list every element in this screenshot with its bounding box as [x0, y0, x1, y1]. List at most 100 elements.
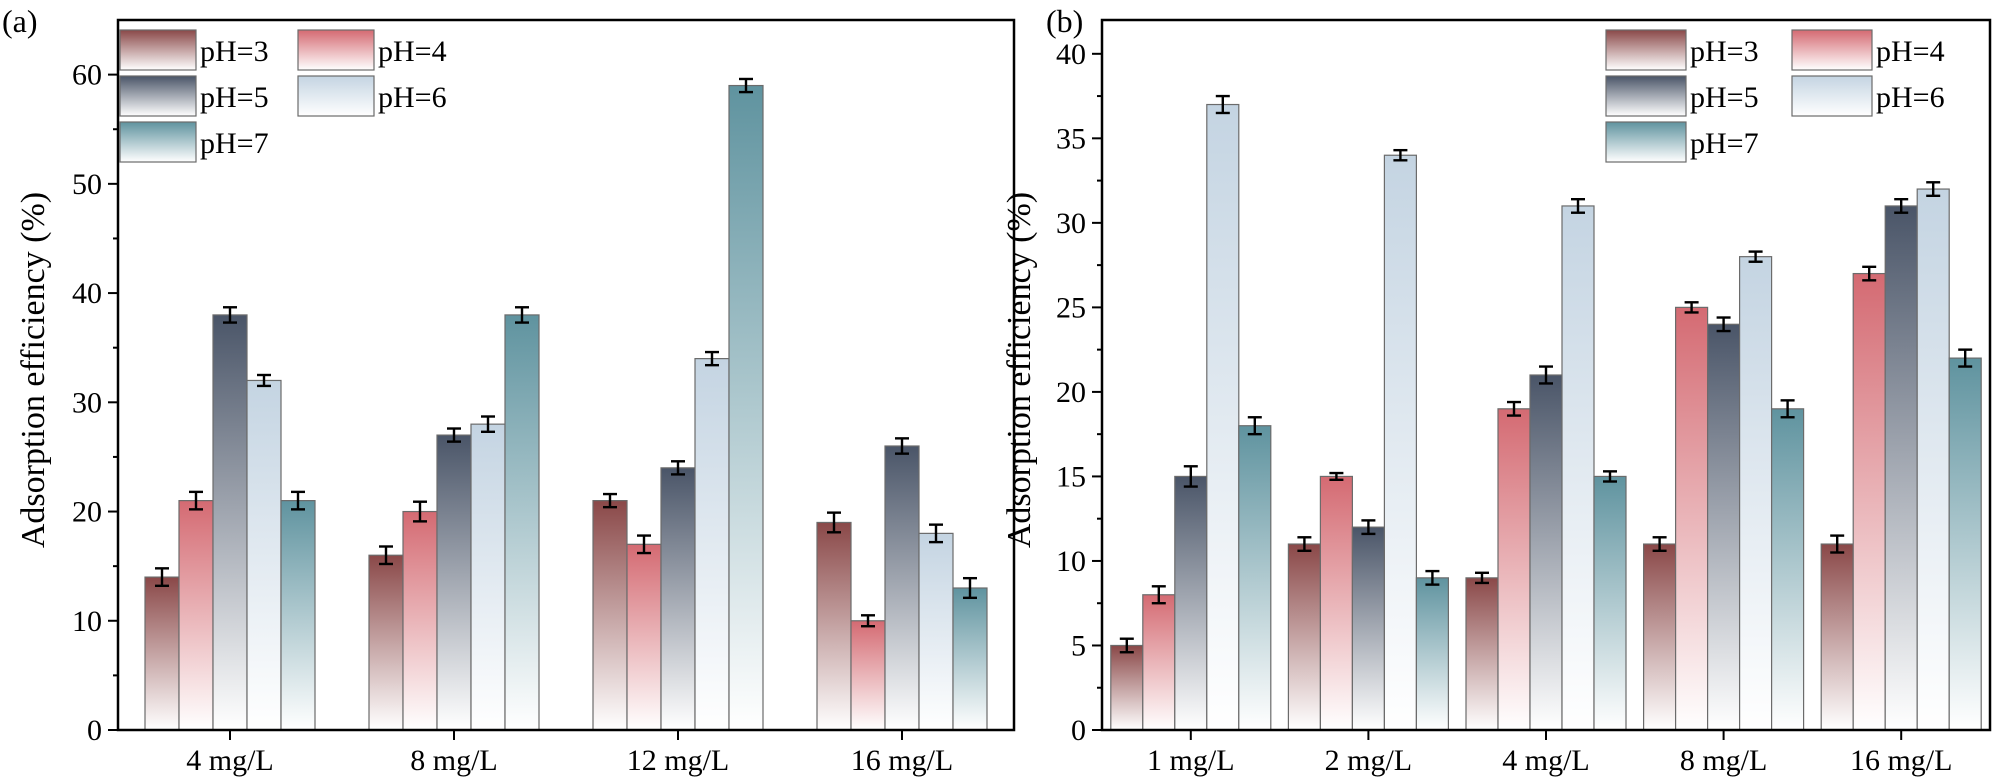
error-bar: [379, 545, 393, 566]
x-tick-label: 16 mg/L: [1850, 744, 1953, 777]
bar-b-pH5-8mgL: [1706, 323, 1741, 731]
error-bar: [861, 614, 875, 628]
error-bar: [671, 460, 685, 476]
error-bar: [1652, 536, 1667, 553]
panel-label-a: (a): [2, 3, 38, 39]
error-bar: [223, 306, 237, 324]
bar-a-pH5-16mgL: [884, 445, 920, 731]
error-bar: [413, 500, 427, 523]
bar-a-pH3-4mgL: [144, 576, 180, 731]
x-tick-label: 8 mg/L: [410, 744, 498, 777]
bar-b-pH6-16mgL: [1916, 188, 1950, 731]
bar-a-pH7-4mgL: [280, 500, 316, 731]
x-tick-label: 12 mg/L: [627, 744, 730, 777]
legend-swatch-a-pH4: [297, 29, 375, 71]
y-tick-label: 20: [72, 496, 102, 529]
plot-frame-a: [116, 18, 1016, 732]
error-bar: [1183, 465, 1198, 488]
bar-b-pH6-8mgL: [1738, 256, 1773, 731]
y-tick-label: 50: [72, 168, 102, 201]
plot-frame-b: [1100, 18, 1992, 732]
error-bar: [1247, 416, 1262, 436]
bar-a-pH6-8mgL: [470, 423, 506, 731]
bar-a-pH3-8mgL: [368, 554, 404, 731]
error-bar: [1539, 365, 1553, 385]
error-bar: [1603, 470, 1617, 483]
error-bar: [1780, 399, 1795, 419]
y-tick-label: 40: [72, 277, 102, 310]
error-bar: [1151, 585, 1166, 605]
bar-a-pH7-12mgL: [728, 84, 764, 731]
bar-b-pH6-2mgL: [1383, 154, 1418, 731]
error-bar: [1830, 534, 1845, 554]
error-bar: [1862, 265, 1877, 282]
legend-swatch-a-pH6: [297, 75, 375, 117]
error-bar: [705, 350, 719, 367]
error-bar: [447, 427, 461, 443]
legend-label-a-pH5: pH=5: [200, 81, 269, 114]
chart-panel-a: (a) Adsorption efficiency (%) 0 10 20 30 40 5…: [2, 3, 1016, 777]
bar-a-pH6-16mgL: [918, 532, 954, 731]
x-tick-label: 2 mg/L: [1325, 744, 1413, 777]
error-bar: [291, 490, 305, 511]
bar-b-pH6-4mgL: [1561, 205, 1595, 731]
x-tick-label: 4 mg/L: [1502, 744, 1590, 777]
error-bar: [637, 534, 651, 555]
y-tick-label: 20: [1056, 376, 1086, 409]
legend-swatch-a-pH3: [119, 29, 197, 71]
bar-b-pH7-4mgL: [1593, 475, 1627, 731]
legend-swatch-b-pH3: [1605, 29, 1687, 71]
bar-b-pH4-16mgL: [1852, 272, 1886, 731]
bar-b-pH4-1mgL: [1142, 594, 1176, 731]
legend-swatch-b-pH4: [1791, 29, 1873, 71]
bar-b-pH4-4mgL: [1497, 408, 1531, 731]
bar-a-pH7-8mgL: [504, 314, 540, 731]
bar-b-pH5-16mgL: [1884, 205, 1918, 731]
bar-b-pH4-2mgL: [1319, 475, 1354, 731]
bar-a-pH7-16mgL: [952, 587, 988, 731]
error-bar: [963, 576, 977, 600]
x-tick-label: 16 mg/L: [851, 744, 954, 777]
error-bar: [1684, 301, 1699, 314]
legend-label-b-pH6: pH=6: [1876, 81, 1945, 114]
y-axis-title-a: Adsorption efficiency (%): [15, 192, 52, 548]
error-bar: [1894, 197, 1909, 214]
legend-label-b-pH5: pH=5: [1690, 81, 1759, 114]
y-tick-label: 25: [1056, 291, 1086, 324]
legend-swatch-b-pH6: [1791, 75, 1873, 117]
legend-label-b-pH7: pH=7: [1690, 127, 1759, 160]
legend-swatch-b-pH5: [1605, 75, 1687, 117]
error-bar: [155, 567, 169, 588]
bar-b-pH7-2mgL: [1415, 577, 1450, 731]
bar-a-pH5-12mgL: [660, 467, 696, 731]
y-tick-label: 30: [1056, 207, 1086, 240]
y-tick-label: 60: [72, 59, 102, 92]
bar-a-pH6-4mgL: [246, 379, 282, 731]
bar-b-pH3-1mgL: [1110, 644, 1144, 731]
y-tick-label: 10: [72, 605, 102, 638]
panel-label-b: (b): [1046, 3, 1083, 39]
bar-b-pH7-16mgL: [1948, 357, 1982, 731]
legend-swatch-b-pH7: [1605, 121, 1687, 163]
error-bar: [1716, 316, 1731, 333]
legend-label-b-pH3: pH=3: [1690, 35, 1759, 68]
error-bar: [929, 523, 943, 544]
y-tick-label: 40: [1056, 38, 1086, 71]
bar-a-pH4-8mgL: [402, 510, 438, 731]
error-bar: [1571, 197, 1585, 214]
error-bar: [603, 492, 617, 509]
bar-a-pH4-12mgL: [626, 543, 662, 731]
error-bar: [1329, 471, 1344, 482]
error-bar: [895, 437, 909, 455]
error-bar: [515, 306, 529, 324]
legend-label-a-pH7: pH=7: [200, 127, 269, 160]
bar-a-pH5-4mgL: [212, 314, 248, 731]
y-tick-label: 35: [1056, 122, 1086, 155]
error-bar: [1475, 571, 1489, 585]
bar-a-pH6-12mgL: [694, 358, 730, 731]
x-tick-label: 4 mg/L: [186, 744, 274, 777]
bar-a-pH3-16mgL: [816, 521, 852, 731]
legend-label-a-pH6: pH=6: [378, 81, 447, 114]
legend-a: pH=3 pH=4 pH=5 pH=6 pH=7: [119, 29, 447, 163]
legend-b: pH=3 pH=4 pH=5 pH=6 pH=7: [1605, 29, 1945, 163]
